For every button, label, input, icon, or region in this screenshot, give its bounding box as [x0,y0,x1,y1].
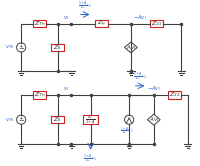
Text: +: + [19,116,24,121]
Circle shape [125,115,134,124]
Text: −: − [18,46,24,52]
FancyBboxPatch shape [51,116,64,123]
FancyBboxPatch shape [83,115,98,124]
Text: $-Av_I$: $-Av_I$ [147,84,161,93]
Text: $\frac{1+A}{Z_p}v_1$: $\frac{1+A}{Z_p}v_1$ [133,72,147,83]
FancyBboxPatch shape [95,20,108,27]
Text: $Z_{Th}$: $Z_{Th}$ [34,90,45,99]
Text: $\frac{1+A}{Z_p}v_1$: $\frac{1+A}{Z_p}v_1$ [120,126,134,137]
Text: $Av_I$: $Av_I$ [149,115,159,124]
Text: $v_{Th}$: $v_{Th}$ [5,43,15,51]
Text: $Z_{II}$: $Z_{II}$ [53,43,62,52]
Text: $v_{Th}$: $v_{Th}$ [5,116,15,124]
Text: $Z_{Th}$: $Z_{Th}$ [34,19,45,28]
Text: $Z_p$: $Z_p$ [97,19,106,29]
FancyBboxPatch shape [33,91,46,99]
Text: $Z_{22}$: $Z_{22}$ [169,90,181,99]
Text: −: − [18,118,24,124]
Polygon shape [147,114,160,125]
FancyBboxPatch shape [51,44,64,51]
Polygon shape [125,42,137,53]
Text: $\frac{Z_p}{1+A}$: $\frac{Z_p}{1+A}$ [85,113,96,126]
Text: +: + [19,43,24,48]
FancyBboxPatch shape [150,20,163,27]
Text: $-Av_I$: $-Av_I$ [133,13,147,22]
FancyBboxPatch shape [168,91,181,99]
FancyBboxPatch shape [33,20,46,27]
Text: $Av_I$: $Av_I$ [126,43,136,52]
Circle shape [17,43,26,52]
Text: $Z_{II}$: $Z_{II}$ [53,115,62,124]
Text: $\frac{1+A}{Z_p}v_1$: $\frac{1+A}{Z_p}v_1$ [83,154,98,165]
Text: $v_I$: $v_I$ [63,14,70,22]
Text: $\frac{1+A}{Z_p}v_1$: $\frac{1+A}{Z_p}v_1$ [78,0,93,12]
Text: $Z_{22}$: $Z_{22}$ [151,19,162,28]
Circle shape [17,115,26,124]
Text: $v_I$: $v_I$ [63,85,70,93]
